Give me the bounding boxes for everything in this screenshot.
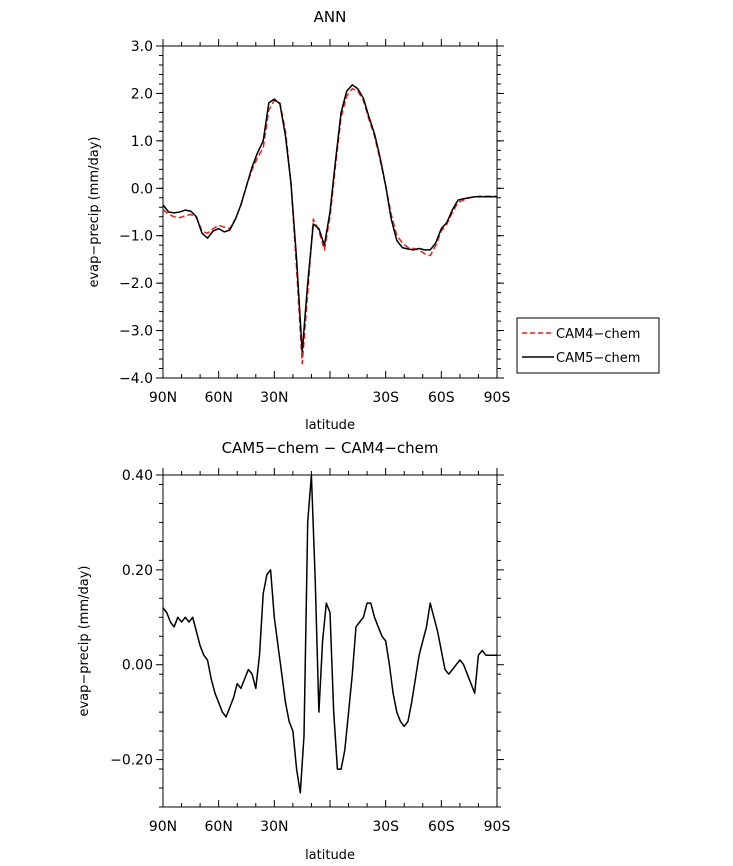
bottom-ticks <box>156 468 504 808</box>
bottom-y-axis-label: evap−precip (mm/day) <box>77 565 92 716</box>
y-tick-label: 1.0 <box>131 134 153 150</box>
top-ticks <box>156 39 504 379</box>
x-tick-label: 90N <box>149 390 177 406</box>
bottom-panel: CAM5−chem − CAM4−chem 0.400.200.00−0.20 … <box>77 439 510 863</box>
x-tick-label: 60S <box>428 819 455 835</box>
y-tick-label: 3.0 <box>131 39 153 55</box>
x-tick-label: 60S <box>428 390 455 406</box>
legend-label-cam4: CAM4−chem <box>556 327 640 342</box>
y-tick-label: −3.0 <box>119 324 153 340</box>
top-panel: ANN 3.0 2.0 1.0 0.0 −1.0 −2.0 −3.0 −4.0 90N 60N 3… <box>87 8 660 433</box>
y-tick-label: −4.0 <box>119 371 153 387</box>
series-line-1-0 <box>162 474 497 794</box>
top-chart-title: ANN <box>314 8 347 26</box>
top-series-lines <box>162 84 497 365</box>
bottom-x-axis-label: latitude <box>305 848 355 863</box>
series-line-0-1 <box>162 84 497 353</box>
legend-label-cam5: CAM5−chem <box>556 351 640 366</box>
y-tick-label: 0.20 <box>122 563 153 579</box>
y-tick-label: 0.00 <box>122 658 153 674</box>
x-tick-label: 90S <box>484 819 511 835</box>
x-tick-label: 90S <box>484 390 511 406</box>
x-tick-label: 60N <box>205 390 233 406</box>
x-tick-label: 90N <box>149 819 177 835</box>
top-x-tick-labels: 90N 60N 30N 30S 60S 90S <box>149 390 511 406</box>
x-tick-label: 30S <box>372 390 399 406</box>
y-tick-label: −0.20 <box>110 753 153 769</box>
y-tick-label: 0.0 <box>131 181 153 197</box>
y-tick-label: −2.0 <box>119 276 153 292</box>
bottom-chart-title: CAM5−chem − CAM4−chem <box>222 439 439 457</box>
x-tick-label: 30N <box>260 819 288 835</box>
x-tick-label: 30S <box>372 819 399 835</box>
legend-box <box>516 317 660 374</box>
x-tick-label: 60N <box>205 819 233 835</box>
legend: CAM4−chem CAM5−chem <box>516 317 660 374</box>
series-line-0-0 <box>162 87 497 365</box>
top-y-axis-label: evap−precip (mm/day) <box>87 136 102 287</box>
y-tick-label: 2.0 <box>131 86 153 102</box>
bottom-series-lines <box>162 474 497 794</box>
y-tick-label: −1.0 <box>119 229 153 245</box>
y-tick-label: 0.40 <box>122 468 153 484</box>
top-x-axis-label: latitude <box>305 418 355 433</box>
bottom-y-tick-labels: 0.40 0.20 0.00 −0.20 <box>110 468 153 769</box>
x-tick-label: 30N <box>260 390 288 406</box>
bottom-plot-frame <box>162 474 498 808</box>
top-y-tick-labels: 3.0 2.0 1.0 0.0 −1.0 −2.0 −3.0 −4.0 <box>119 39 153 387</box>
bottom-x-tick-labels: 90N 60N 30N 30S 60S 90S <box>149 819 511 835</box>
